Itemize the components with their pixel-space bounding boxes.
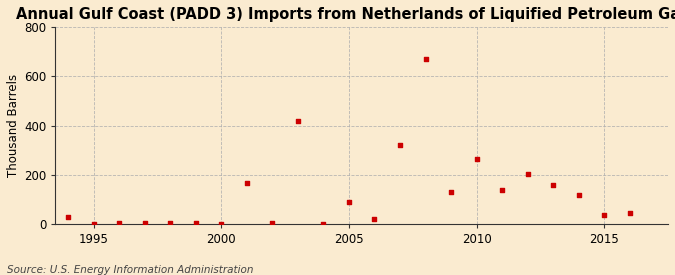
Text: Source: U.S. Energy Information Administration: Source: U.S. Energy Information Administ… <box>7 265 253 275</box>
Point <box>190 221 201 225</box>
Point <box>522 171 533 176</box>
Point <box>216 221 227 226</box>
Point <box>548 183 559 187</box>
Point <box>395 143 406 147</box>
Point <box>267 221 278 226</box>
Y-axis label: Thousand Barrels: Thousand Barrels <box>7 74 20 177</box>
Point <box>624 211 635 215</box>
Point <box>497 187 508 192</box>
Point <box>165 221 176 225</box>
Title: Annual Gulf Coast (PADD 3) Imports from Netherlands of Liquified Petroleum Gases: Annual Gulf Coast (PADD 3) Imports from … <box>16 7 675 22</box>
Point <box>471 157 482 161</box>
Point <box>139 221 150 225</box>
Point <box>446 190 456 194</box>
Point <box>292 119 303 123</box>
Point <box>344 200 354 204</box>
Point <box>599 213 610 218</box>
Point <box>420 57 431 61</box>
Point <box>242 181 252 186</box>
Point <box>88 221 99 226</box>
Point <box>114 221 125 225</box>
Point <box>369 217 380 221</box>
Point <box>573 192 584 197</box>
Point <box>63 214 74 219</box>
Point <box>318 221 329 226</box>
